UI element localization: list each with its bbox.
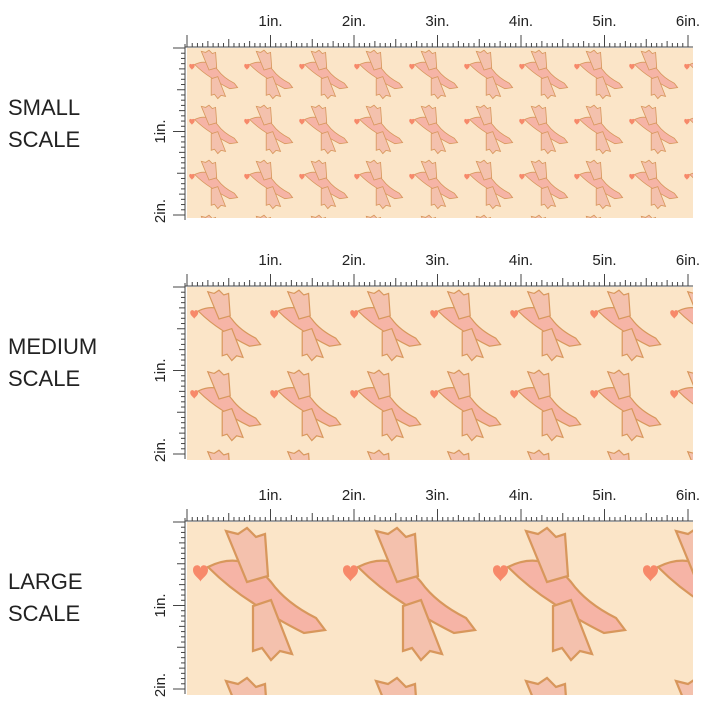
scale-label: MEDIUM [8, 334, 97, 359]
ruler-label: 2in. [342, 13, 366, 30]
ruler-label: 1in. [152, 119, 169, 143]
scale-label: SCALE [8, 366, 80, 391]
ruler-label: 1in. [258, 487, 282, 504]
ruler-label: 4in. [509, 252, 533, 269]
ruler-label: 1in. [258, 13, 282, 30]
ruler-label: 3in. [425, 252, 449, 269]
fabric-large [187, 522, 693, 695]
ruler-label: 5in. [592, 13, 616, 30]
ruler-label: 6in. [676, 487, 700, 504]
ruler-label: 6in. [676, 13, 700, 30]
ruler-label: 2in. [342, 252, 366, 269]
ruler-label: 2in. [342, 487, 366, 504]
ruler-label: 5in. [592, 252, 616, 269]
scale-label: SCALE [8, 127, 80, 152]
ruler-label: 4in. [509, 487, 533, 504]
fabric-medium [187, 287, 693, 460]
ruler-label: 1in. [152, 358, 169, 382]
ruler-label: 5in. [592, 487, 616, 504]
ruler-label: 4in. [509, 13, 533, 30]
ruler-label: 3in. [425, 487, 449, 504]
ruler-label: 2in. [152, 438, 169, 462]
ruler-label: 1in. [258, 252, 282, 269]
fabric-small [187, 48, 693, 218]
ruler-label: 1in. [152, 593, 169, 617]
scale-label: SCALE [8, 601, 80, 626]
ruler-label: 2in. [152, 199, 169, 223]
scale-label: SMALL [8, 95, 80, 120]
ruler-label: 2in. [152, 673, 169, 697]
ruler-label: 6in. [676, 252, 700, 269]
ruler-label: 3in. [425, 13, 449, 30]
scale-label: LARGE [8, 569, 83, 594]
